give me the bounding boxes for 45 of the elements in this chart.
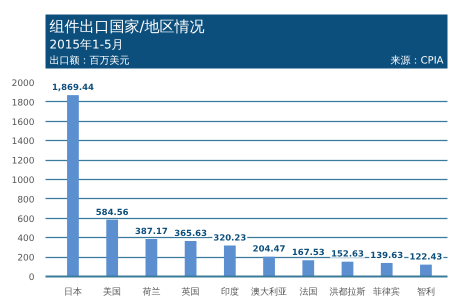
- bar: [420, 264, 432, 276]
- bar: [263, 256, 275, 276]
- data-label: 122.43: [410, 252, 442, 263]
- data-label: 167.53: [292, 248, 325, 258]
- x-tick-label: 智利: [416, 286, 435, 298]
- y-tick-label: 1200: [12, 156, 35, 167]
- bar: [67, 95, 79, 276]
- data-label: 365.63: [174, 229, 208, 240]
- x-tick-label: 菲律宾: [373, 286, 400, 298]
- x-tick-label: 洪都拉斯: [329, 286, 366, 298]
- data-label: 152.63: [331, 250, 364, 260]
- source-note: 来源：CPIA: [390, 54, 444, 66]
- y-tick-label: 1400: [12, 137, 35, 148]
- bar: [184, 241, 196, 276]
- data-label: 139.63: [370, 250, 404, 261]
- x-tick-label: 美国: [103, 286, 122, 298]
- bar: [302, 260, 314, 276]
- chart-subtitle: 2015年1-5月: [50, 38, 124, 52]
- x-tick-label: 法国: [299, 286, 318, 298]
- bar: [224, 245, 236, 276]
- bar: [380, 262, 393, 276]
- chart-title: 组件出口国家/地区情况: [50, 17, 205, 36]
- y-tick-label: 2000: [12, 79, 35, 89]
- data-label: 387.17: [134, 226, 168, 237]
- y-tick-label: 600: [17, 214, 35, 225]
- x-tick-label: 澳大利亚: [251, 286, 288, 298]
- y-tick-label: 1800: [12, 98, 35, 108]
- y-tick-label: 800: [17, 195, 35, 206]
- data-label: 584.56: [96, 208, 129, 218]
- bar: [342, 262, 354, 276]
- y-tick-label: 200: [17, 254, 35, 264]
- bar: [106, 220, 118, 276]
- y-tick-label: 1600: [12, 118, 35, 128]
- x-tick-label: 英国: [182, 286, 200, 298]
- bar: [146, 238, 158, 276]
- y-tick-label: 400: [17, 234, 35, 244]
- y-axis-title: 出口额：百万美元: [50, 54, 130, 66]
- x-tick-label: 日本: [64, 286, 82, 298]
- data-label: 320.23: [213, 233, 246, 244]
- y-tick-label: 1000: [12, 176, 35, 186]
- x-tick-label: 荷兰: [142, 286, 160, 298]
- y-tick-label: 0: [28, 273, 35, 283]
- data-label: 1,869.44: [52, 83, 94, 94]
- x-tick-label: 印度: [220, 286, 239, 298]
- data-label: 204.47: [252, 244, 286, 255]
